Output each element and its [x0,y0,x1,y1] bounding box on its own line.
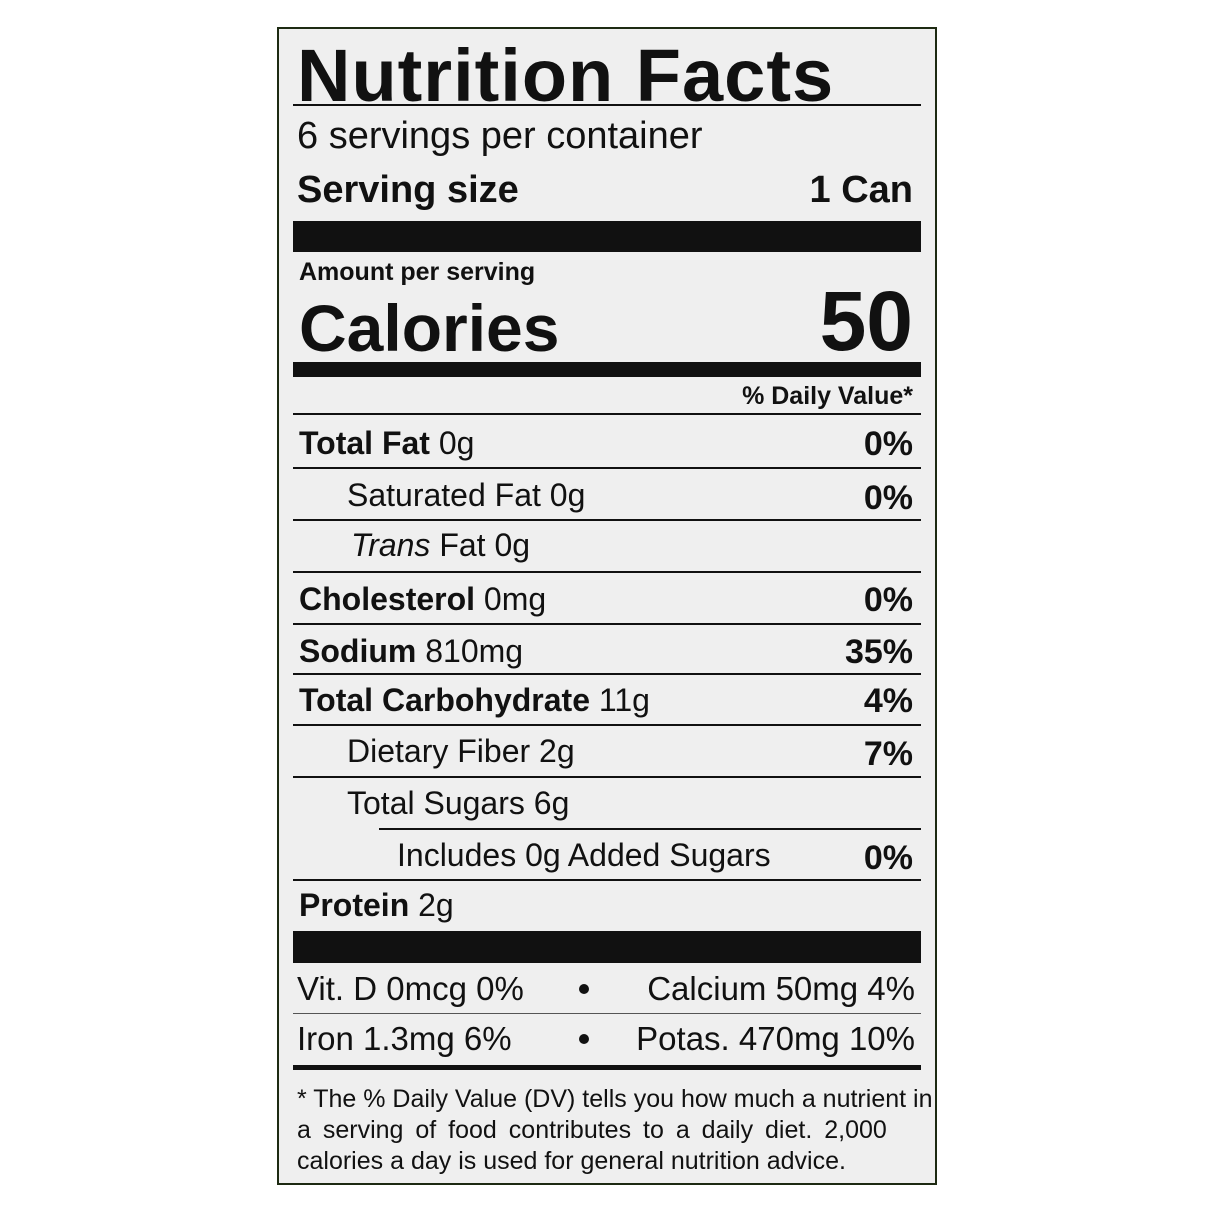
nutrient-dv: 35% [844,633,913,671]
amount-label: Amount per serving [299,258,536,286]
nutrient-amount: 0mg [483,581,547,617]
footnote-line: a serving of food contributes to a daily… [297,1116,887,1144]
nutrient-row: Dietary Fiber 2g [347,735,575,767]
calories-value: 50 [819,274,913,368]
footnote-line: * The % Daily Value (DV) tells you how m… [297,1085,933,1113]
nutrient-name: Sodium [299,633,417,669]
bullet [579,1034,589,1044]
nutrient-dv: 7% [863,735,913,773]
footnote-line: calories a day is used for general nutri… [297,1147,846,1175]
vitamin: Calcium 50mg 4% [647,970,915,1007]
rule [293,724,921,726]
medium-rule [293,362,921,377]
rule [379,828,921,830]
nutrient-row: Trans Fat 0g [351,529,530,561]
nutrient-name: Saturated Fat [347,477,541,513]
nutrient-dv: 0% [863,839,913,877]
nutrient-name-italic: Trans [351,527,431,563]
nutrient-name: Total Fat [299,425,430,461]
dv-header: % Daily Value* [742,382,913,410]
rule [293,467,921,469]
thick-rule [293,931,921,963]
servings: 6 servings per container [297,115,703,157]
rule [293,879,921,881]
nutrient-dv: 0% [863,479,913,517]
title: Nutrition Facts [297,34,835,117]
thick-rule [293,221,921,252]
nutrient-amount: 0g [438,425,475,461]
calories-label: Calories [299,291,560,365]
rule [293,104,921,106]
vitamin: Iron 1.3mg 6% [297,1020,512,1057]
nutrient-name: Total Sugars [347,785,525,821]
nutrient-amount: 0g [494,527,531,563]
nutrient-row: Saturated Fat 0g [347,479,585,511]
rule [293,623,921,625]
nutrition-label: Nutrition Facts 6 servings per container… [277,27,937,1185]
rule [293,571,921,573]
rule [293,776,921,778]
nutrient-amount: 6g [533,785,570,821]
nutrient-name: Includes 0g Added Sugars [397,837,771,873]
nutrient-row: Total Carbohydrate 11g [299,684,650,716]
serving-size-label: Serving size [297,169,519,211]
rule [293,413,921,415]
nutrient-row: Protein 2g [299,889,454,921]
bullet [579,984,589,994]
vitamin: Potas. 470mg 10% [636,1020,915,1057]
nutrient-dv: 0% [863,425,913,463]
nutrient-amount: 0g [549,477,586,513]
rule [293,1065,921,1070]
nutrient-name: Fat [439,527,486,563]
nutrient-amount: 2g [539,733,575,769]
nutrient-row: Total Sugars 6g [347,787,569,819]
rule [293,673,921,675]
nutrient-dv: 4% [863,682,913,720]
vitamin: Vit. D 0mcg 0% [297,970,524,1007]
nutrient-name: Cholesterol [299,581,476,617]
rule [293,519,921,521]
nutrient-amount: 810mg [425,633,524,669]
nutrient-name: Protein [299,887,410,923]
nutrient-row: Includes 0g Added Sugars [397,839,771,871]
nutrient-row: Sodium 810mg [299,635,523,667]
nutrient-row: Total Fat 0g [299,427,474,459]
serving-size-value: 1 Can [809,169,913,211]
nutrient-amount: 2g [418,887,454,923]
rule [293,1013,921,1014]
nutrient-amount: 11g [598,682,650,718]
nutrient-name: Total Carbohydrate [299,682,590,718]
nutrient-row: Cholesterol 0mg [299,583,546,615]
nutrient-dv: 0% [863,581,913,619]
nutrient-name: Dietary Fiber [347,733,531,769]
